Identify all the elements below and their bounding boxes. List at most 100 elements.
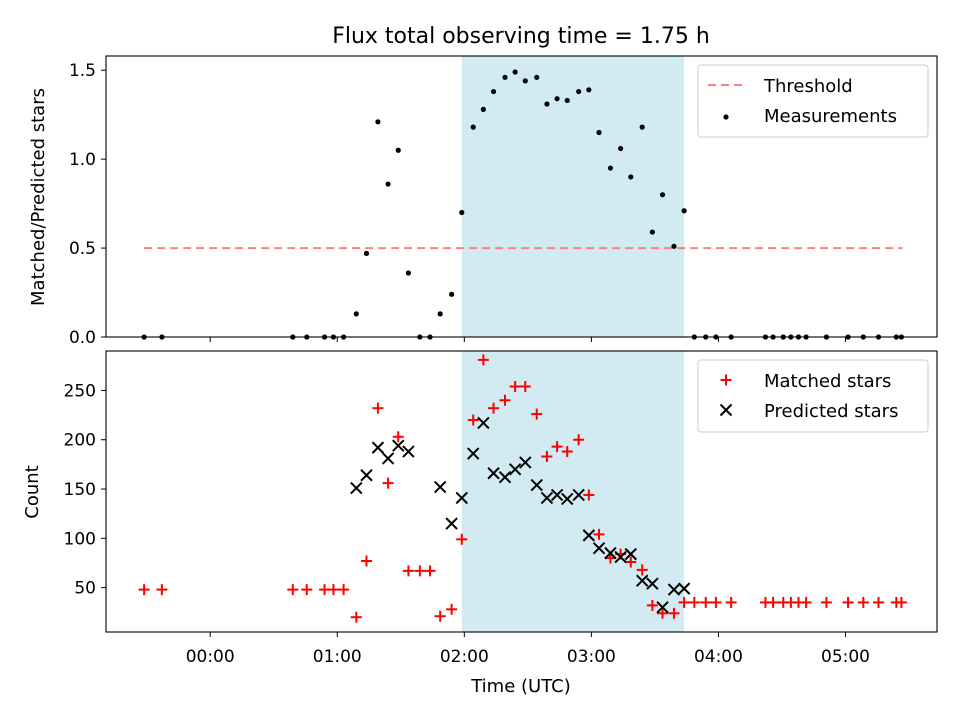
bottom-y-axis-label: Count [22,465,43,518]
predicted-star-point [455,491,468,505]
predicted-star-point [445,517,458,530]
top-observing-window [461,56,685,337]
measurement-point [628,174,634,180]
predicted-star-point [381,452,395,465]
matched-star-point [301,584,313,596]
measurement-point [502,74,508,80]
matched-star-point [402,565,414,577]
matched-star-point [800,596,812,608]
matched-star-point [678,596,690,608]
matched-star-point [287,584,299,596]
measurement-point [564,97,570,104]
predicted-star-point [360,469,373,482]
predicted-star-point [636,574,649,587]
predicted-star-point [508,463,522,476]
matched-star-point [657,607,669,619]
predicted-star-point [498,470,512,484]
measurement-point [576,88,582,95]
predicted-star-point [561,492,574,506]
predicted-star-point [677,582,691,595]
matched-star-point [360,555,372,567]
matched-star-point [467,414,479,426]
predicted-star-point [582,529,596,542]
matched-star-point [392,431,404,443]
predicted-star-point [604,546,617,560]
predicted-star-point [646,577,659,590]
predicted-star-point [467,447,480,460]
matched-star-point [138,584,150,596]
measurement-point [639,124,645,130]
matched-star-point [688,596,700,608]
matched-star-point [477,354,489,366]
measurement-point [395,147,401,153]
measurement-point [659,192,666,198]
bottom-y-tick-label: 100 [64,529,96,549]
bottom-legend: Matched stars Predicted stars [697,359,929,433]
predicted-star-point [371,441,385,454]
predicted-star-point [656,601,669,614]
matched-star-point [873,596,885,608]
legend-label: Predicted stars [764,401,898,422]
bottom-y-tick-label: 250 [64,381,96,401]
matched-star-point [700,596,712,608]
measurement-point [534,74,540,80]
matched-star-point [767,596,779,608]
matched-star-point [509,380,521,392]
measurement-point [681,208,687,214]
matched-star-point [338,584,350,596]
matched-star-point [583,489,595,501]
matched-star-point [382,477,394,489]
matched-star-point [625,556,637,568]
measurement-point [385,181,391,187]
matched-star-point [646,599,658,611]
bottom-legend-box [697,359,929,433]
top-legend-box [697,64,929,138]
matched-star-point [499,394,511,406]
measurement-point [470,124,476,130]
matched-star-point [710,596,722,608]
matched-star-point [551,441,563,453]
legend-measurement-swatch [723,114,729,120]
predicted-star-point [592,541,606,555]
matched-star-point [541,450,553,462]
matched-star-point [350,611,362,623]
measurement-point [437,311,443,317]
matched-star-point [573,434,585,446]
x-tick-label: 05:00 [821,647,870,667]
top-legend: Threshold Measurements [697,64,929,138]
top-axes-frame [105,55,938,338]
matched-star-point [434,610,446,622]
predicted-star-point [550,488,564,502]
measurement-point [449,291,455,297]
measurement-point [618,145,624,152]
measurement-point [649,229,655,235]
legend-label: Threshold [763,76,853,97]
x-tick-label: 02:00 [440,647,489,667]
predicted-star-point [667,583,681,596]
legend-label: Matched stars [764,371,891,392]
x-tick-label: 00:00 [186,647,235,667]
matched-star-point [424,565,436,577]
matched-star-point [456,533,468,545]
x-tick-label: 04:00 [694,647,743,667]
legend-predicted-swatch [719,403,733,417]
measurement-point [607,165,614,171]
matched-star-point [668,607,680,619]
measurement-point [596,129,602,136]
matched-star-point [519,380,531,392]
top-y-tick-label: 1.5 [69,61,96,81]
matched-star-point [725,596,737,608]
matched-star-point [327,584,339,596]
top-y-tick-label: 1.0 [69,150,96,170]
predicted-star-point [350,481,363,495]
measurement-point [522,78,528,84]
bottom-y-tick-label: 150 [64,480,96,500]
x-tick-label: 03:00 [567,647,616,667]
measurement-point [512,69,518,75]
x-axis-label: Time (UTC) [470,676,571,697]
measurement-point [586,87,592,93]
top-y-axis-label: Matched/Predicted stars [28,88,49,306]
measurement-point [363,250,370,257]
x-tick-label: 01:00 [313,647,362,667]
